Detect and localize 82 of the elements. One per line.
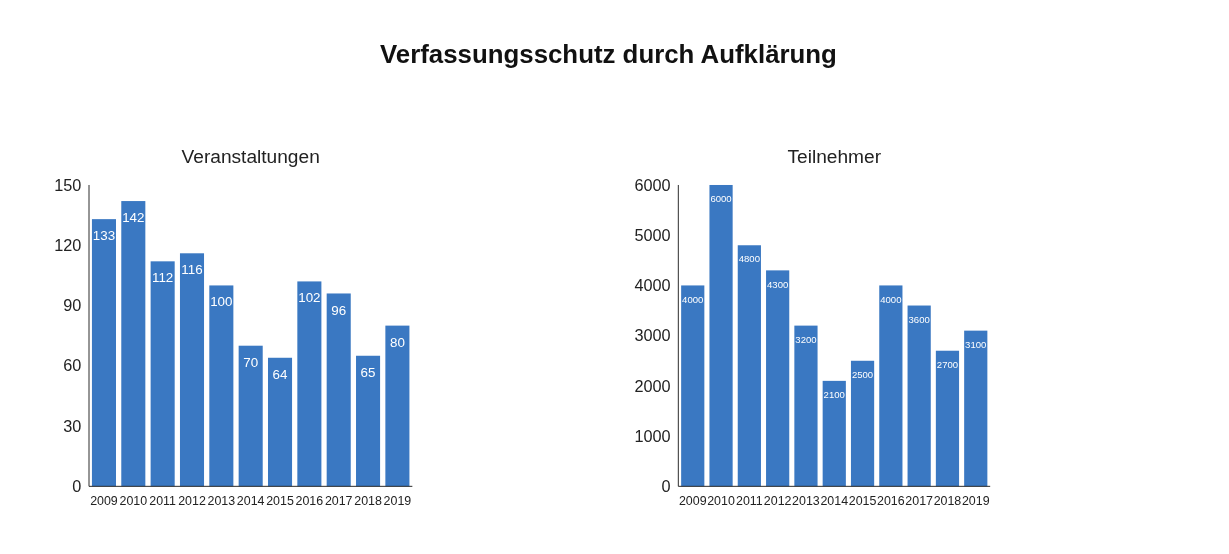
- chart-title: Veranstaltungen: [181, 145, 320, 167]
- data-label: 3200: [795, 333, 817, 345]
- bar: [385, 325, 410, 487]
- x-tick-label: 2012: [178, 494, 206, 509]
- bar: [794, 325, 818, 487]
- x-tick-label: 2009: [678, 494, 707, 509]
- x-tick-label: 2010: [707, 494, 735, 509]
- x-tick-label: 2019: [383, 494, 412, 509]
- text: Verfassungsschutz durch Aufklärung: [380, 40, 837, 69]
- x-tick-label: 2009: [90, 494, 118, 509]
- data-label: 112: [151, 270, 174, 286]
- y-tick-label: 6000: [634, 175, 671, 194]
- bar: [964, 330, 988, 487]
- bar: [297, 281, 322, 487]
- x-tick-label: 2018: [933, 494, 962, 509]
- y-tick-label: 30: [63, 416, 82, 435]
- data-label: 4800: [738, 253, 760, 265]
- bar: [766, 270, 790, 487]
- bar: [326, 293, 351, 487]
- bar: [822, 380, 846, 487]
- bar: [267, 357, 293, 487]
- x-tick-label: 2011: [735, 494, 763, 509]
- x-tick-label: 2010: [119, 494, 148, 509]
- data-label: 4000: [880, 293, 902, 305]
- x-tick-label: 2011: [149, 494, 177, 509]
- x-tick-label: 2012: [763, 494, 792, 509]
- x-tick-label: 2013: [207, 494, 236, 509]
- x-tick-label: 2016: [295, 494, 324, 509]
- data-label: 3600: [908, 313, 930, 325]
- bar: [709, 184, 733, 487]
- bar: [737, 245, 761, 487]
- x-tick-label: 2016: [877, 494, 905, 509]
- y-tick-label: 0: [661, 477, 671, 496]
- data-label: 2100: [823, 389, 845, 401]
- data-label: 80: [389, 334, 405, 350]
- bar: [150, 261, 175, 487]
- x-tick-label: 2015: [848, 494, 877, 509]
- data-label: 3100: [965, 338, 987, 350]
- x-tick-label: 2018: [354, 494, 382, 509]
- x-tick-label: 2017: [324, 494, 353, 509]
- data-label: 142: [122, 210, 145, 226]
- y-tick-label: 60: [63, 356, 82, 375]
- data-label: 65: [360, 364, 376, 380]
- y-tick-label: 2000: [634, 376, 671, 395]
- y-tick-label: 5000: [634, 225, 671, 244]
- data-label: 2500: [851, 369, 874, 380]
- x-tick-label: 2014: [236, 494, 265, 509]
- x-tick-label: 2015: [266, 494, 294, 509]
- data-label: 133: [92, 228, 116, 244]
- x-tick-label: 2014: [820, 494, 849, 509]
- y-tick-label: 120: [54, 235, 82, 254]
- data-label: 6000: [710, 193, 732, 205]
- y-tick-label: 4000: [634, 276, 671, 295]
- data-label: 4300: [767, 278, 789, 290]
- y-tick-label: 3000: [634, 326, 671, 345]
- bar: [179, 253, 205, 487]
- bar: [121, 201, 146, 487]
- data-label: 2700: [936, 358, 959, 370]
- data-label: 64: [272, 366, 289, 382]
- bar: [209, 285, 234, 487]
- data-label: 96: [331, 302, 347, 318]
- y-tick-label: 1000: [634, 426, 671, 445]
- x-tick-label: 2019: [961, 494, 990, 509]
- bar: [681, 285, 705, 487]
- bar: [935, 350, 960, 487]
- y-tick-label: 150: [54, 175, 82, 194]
- x-tick-label: 2013: [792, 494, 820, 509]
- bar: [356, 355, 381, 487]
- data-label: 70: [243, 354, 259, 370]
- bar: [238, 345, 263, 487]
- x-tick-label: 2017: [905, 494, 934, 509]
- y-tick-label: 90: [63, 296, 82, 315]
- bar: [850, 360, 875, 487]
- data-label: 4000: [682, 293, 704, 305]
- data-label: 102: [298, 290, 321, 306]
- bar: [879, 285, 903, 487]
- y-tick-label: 0: [72, 477, 82, 496]
- data-label: 100: [210, 294, 233, 310]
- data-label: 116: [181, 262, 203, 278]
- chart-title: Teilnehmer: [787, 145, 882, 167]
- bar: [91, 219, 116, 487]
- bar: [907, 305, 931, 487]
